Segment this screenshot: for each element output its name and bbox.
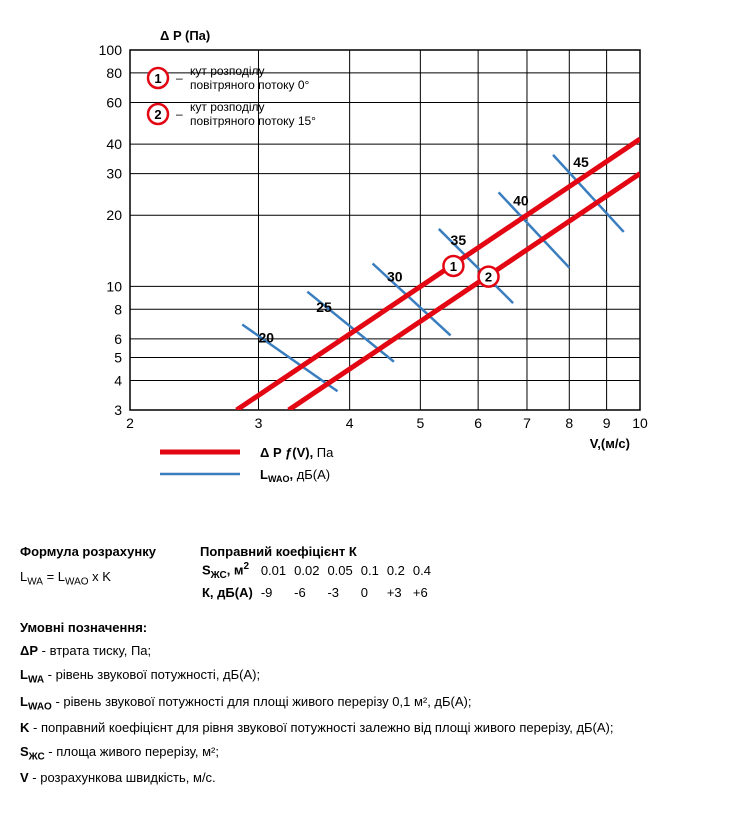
svg-text:3: 3 [255, 415, 263, 431]
svg-text:1: 1 [450, 259, 457, 274]
svg-text:20: 20 [106, 207, 122, 223]
svg-text:–: – [176, 71, 183, 85]
formula-expression: LWA = LWAO x K [20, 569, 180, 588]
svg-text:80: 80 [106, 65, 122, 81]
svg-text:20: 20 [258, 329, 274, 345]
svg-text:40: 40 [106, 136, 122, 152]
definition-item: K - поправний коефіцієнт для рівня звуко… [20, 718, 724, 738]
svg-text:2: 2 [154, 107, 161, 122]
svg-text:8: 8 [114, 301, 122, 317]
svg-text:повітряного потоку 15°: повітряного потоку 15° [190, 114, 316, 128]
svg-text:4: 4 [114, 372, 122, 388]
correction-table: SЖС, м20.010.020.050.10.20.4 К, дБ(А)-9-… [200, 559, 439, 604]
svg-text:9: 9 [603, 415, 611, 431]
svg-text:40: 40 [513, 192, 529, 208]
svg-text:–: – [176, 107, 183, 121]
svg-text:10: 10 [632, 415, 648, 431]
svg-text:7: 7 [523, 415, 531, 431]
definition-item: SЖС - площа живого перерізу, м²; [20, 742, 724, 765]
definitions-block: Умовні позначення: ΔР - втрата тиску, Па… [20, 618, 724, 788]
svg-text:5: 5 [114, 350, 122, 366]
svg-text:кут розподілу: кут розподілу [190, 100, 265, 114]
definition-item: LWA - рівень звукової потужності, дБ(А); [20, 665, 724, 688]
svg-text:Δ P (Па): Δ P (Па) [160, 28, 210, 43]
definition-item: V - розрахункова швидкість, м/с. [20, 768, 724, 788]
formula-and-k-table: Формула розрахунку LWA = LWAO x K Поправ… [20, 544, 724, 604]
ktable-title: Поправний коефіцієнт К [200, 544, 439, 559]
svg-text:100: 100 [99, 42, 123, 58]
svg-text:кут розподілу: кут розподілу [190, 64, 265, 78]
svg-text:Δ P ƒ(V), Па: Δ P ƒ(V), Па [260, 445, 334, 460]
pressure-chart: 234567891034568102030406080100Δ P (Па)V,… [60, 20, 680, 530]
svg-text:60: 60 [106, 94, 122, 110]
chart-container: 234567891034568102030406080100Δ P (Па)V,… [60, 20, 724, 530]
svg-text:повітряного потоку 0°: повітряного потоку 0° [190, 78, 310, 92]
formula-title: Формула розрахунку [20, 544, 180, 559]
definition-item: ΔР - втрата тиску, Па; [20, 641, 724, 661]
svg-text:10: 10 [106, 278, 122, 294]
svg-text:25: 25 [316, 299, 332, 315]
svg-text:4: 4 [346, 415, 354, 431]
svg-text:LWAO, дБ(A): LWAO, дБ(A) [260, 467, 330, 484]
svg-text:30: 30 [387, 268, 403, 284]
svg-text:3: 3 [114, 402, 122, 418]
svg-text:6: 6 [114, 331, 122, 347]
definition-item: LWAO - рівень звукової потужності для пл… [20, 692, 724, 715]
svg-text:8: 8 [565, 415, 573, 431]
svg-text:30: 30 [106, 166, 122, 182]
svg-text:6: 6 [474, 415, 482, 431]
svg-text:35: 35 [451, 232, 467, 248]
svg-text:5: 5 [416, 415, 424, 431]
definitions-title: Умовні позначення: [20, 618, 724, 638]
svg-text:2: 2 [126, 415, 134, 431]
svg-text:1: 1 [154, 71, 161, 86]
svg-text:V,(м/с): V,(м/с) [590, 436, 630, 451]
svg-text:45: 45 [573, 154, 589, 170]
svg-text:2: 2 [485, 270, 492, 285]
